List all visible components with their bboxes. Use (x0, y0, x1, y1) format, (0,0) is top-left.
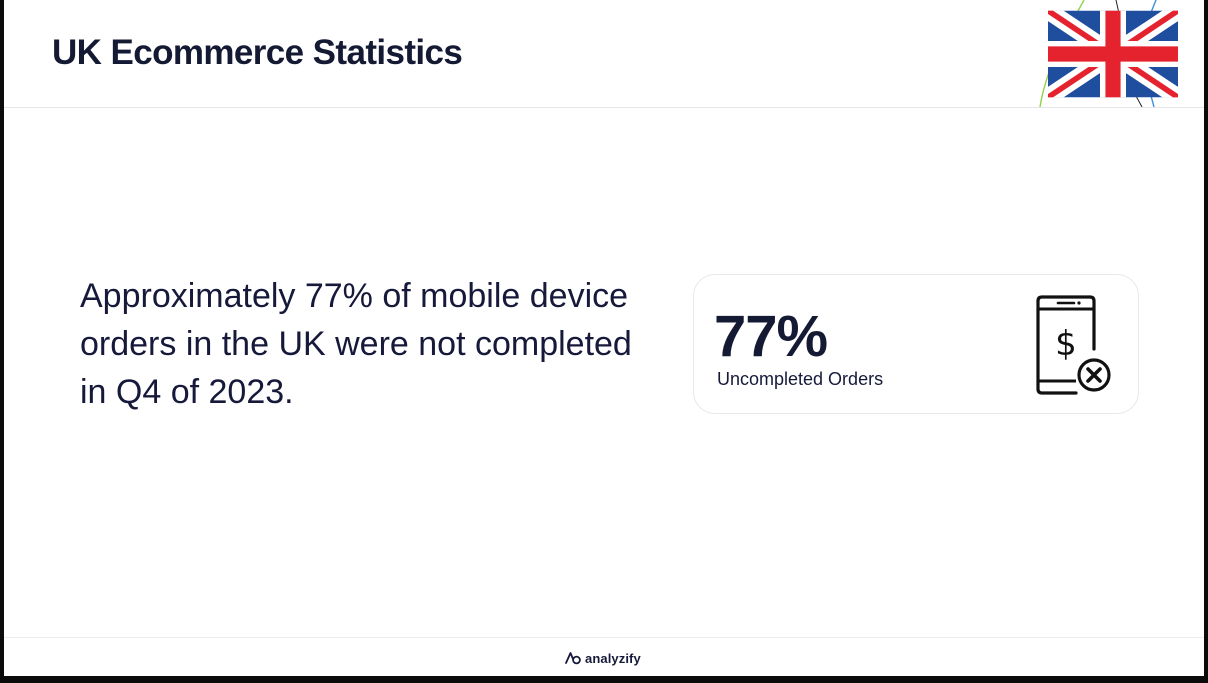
svg-text:$: $ (1055, 324, 1077, 364)
analyzify-logo-icon (565, 652, 581, 665)
slide: UK Ecommerce Statistics Appr (4, 0, 1204, 676)
brand-logo: analyzify (564, 648, 641, 668)
statistic-statement: Approximately 77% of mobile device order… (80, 277, 632, 411)
footer: analyzify (4, 637, 1204, 676)
uk-flag-icon (1048, 10, 1178, 98)
stat-card: 77% Uncompleted Orders $ (693, 274, 1139, 414)
flag-area (1032, 0, 1204, 108)
stat-value: 77% (714, 304, 828, 369)
stat-label: Uncompleted Orders (717, 369, 884, 389)
mobile-payment-cancel-icon: $ (1036, 295, 1111, 395)
header: UK Ecommerce Statistics (4, 0, 1204, 108)
brand-name: analyzify (585, 650, 641, 666)
page-title: UK Ecommerce Statistics (52, 33, 463, 72)
